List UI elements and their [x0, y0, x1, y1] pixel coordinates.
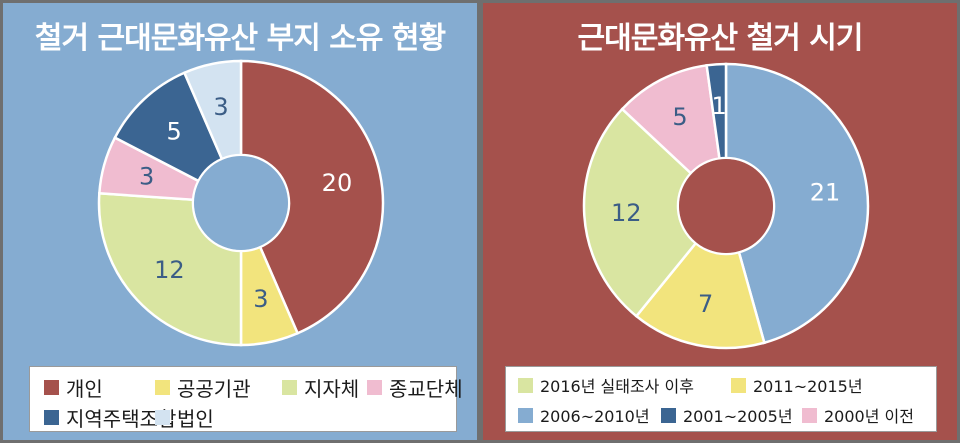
legend-swatch: [661, 407, 676, 423]
donut-value-label-법인: 3: [213, 93, 228, 121]
legend-label: 종교단체: [389, 377, 463, 401]
legend-swatch: [44, 380, 59, 395]
demolition-period-panel: 근대문화유산 철거 시기 21 7 12 5 1 2016년 실태조사 이후 2011~2…: [480, 0, 960, 443]
legend-label: 법인: [177, 407, 214, 431]
donut-value-label-2006~2010년: 21: [810, 178, 841, 206]
legend-swatch: [731, 377, 746, 393]
donut-value-label-2016년-실태조사-이후: 12: [611, 199, 642, 227]
donut-slice-법인: [182, 59, 243, 161]
demolition-period-chart-title: 근대문화유산 철거 시기: [577, 21, 864, 56]
ownership-legend: 개인 공공기관 지자체 종교단체 지역주택조합 법인: [29, 366, 463, 432]
legend-label: 2011~2015년: [753, 377, 863, 396]
donut-value-label-지역주택조합: 5: [166, 117, 181, 145]
ownership-panel: 철거 근대문화유산 부지 소유 현황 20 3 12 3 5 3 개인 공공기관 지자체 종교단…: [0, 0, 480, 443]
legend-item-법인: 법인: [155, 403, 214, 432]
donut-value-label-2000년-이전: 5: [672, 103, 687, 131]
demolition-period-legend: 2016년 실태조사 이후 2011~2015년 2006~2010년 2001~20…: [505, 366, 937, 432]
legend-swatch: [155, 410, 170, 425]
donut-value-label-종교단체: 3: [139, 163, 154, 191]
demolition-period-donut-chart: 21 7 12 5 1: [582, 62, 870, 350]
legend-swatch: [44, 410, 59, 425]
ownership-chart-title: 철거 근대문화유산 부지 소유 현황: [34, 21, 446, 56]
donut-slice-2016년-실태조사-이후: [582, 107, 698, 318]
donut-slice-2011~2015년: [634, 241, 766, 350]
legend-label: 지자체: [304, 377, 360, 401]
legend-label: 2001~2005년: [683, 407, 793, 426]
donut-slice-2001~2005년: [705, 62, 728, 160]
donut-center-hole: [679, 159, 773, 253]
legend-item-2011~2015년: 2011~2015년: [731, 373, 863, 397]
legend-label: 개인: [66, 377, 103, 401]
donut-slice-지자체: [97, 191, 243, 347]
donut-value-label-2001~2005년: 1: [712, 92, 727, 120]
legend-item-2000년-이전: 2000년 이전: [802, 403, 914, 427]
donut-slice-개인: [239, 59, 385, 335]
legend-item-2001~2005년: 2001~2005년: [661, 403, 793, 427]
legend-swatch: [518, 407, 533, 423]
legend-swatch: [155, 380, 170, 395]
donut-slice-2006~2010년: [724, 62, 870, 345]
legend-label: 2006~2010년: [540, 407, 650, 426]
legend-swatch: [802, 407, 817, 423]
legend-swatch: [367, 380, 382, 395]
legend-swatch: [282, 380, 297, 395]
legend-item-개인: 개인: [44, 373, 103, 402]
legend-label: 2016년 실태조사 이후: [540, 377, 694, 396]
donut-center-hole: [194, 156, 288, 250]
donut-value-label-2011~2015년: 7: [698, 290, 713, 318]
legend-label: 공공기관: [177, 377, 251, 401]
legend-swatch: [518, 377, 533, 393]
donut-value-label-공공기관: 3: [253, 285, 268, 313]
legend-item-2016년-실태조사-이후: 2016년 실태조사 이후: [518, 373, 694, 397]
legend-item-2006~2010년: 2006~2010년: [518, 403, 650, 427]
legend-label: 2000년 이전: [824, 407, 914, 426]
donut-value-label-지자체: 12: [154, 256, 185, 284]
legend-item-종교단체: 종교단체: [367, 373, 463, 402]
legend-item-지자체: 지자체: [282, 373, 359, 402]
legend-item-공공기관: 공공기관: [155, 373, 251, 402]
donut-value-label-개인: 20: [322, 169, 353, 197]
